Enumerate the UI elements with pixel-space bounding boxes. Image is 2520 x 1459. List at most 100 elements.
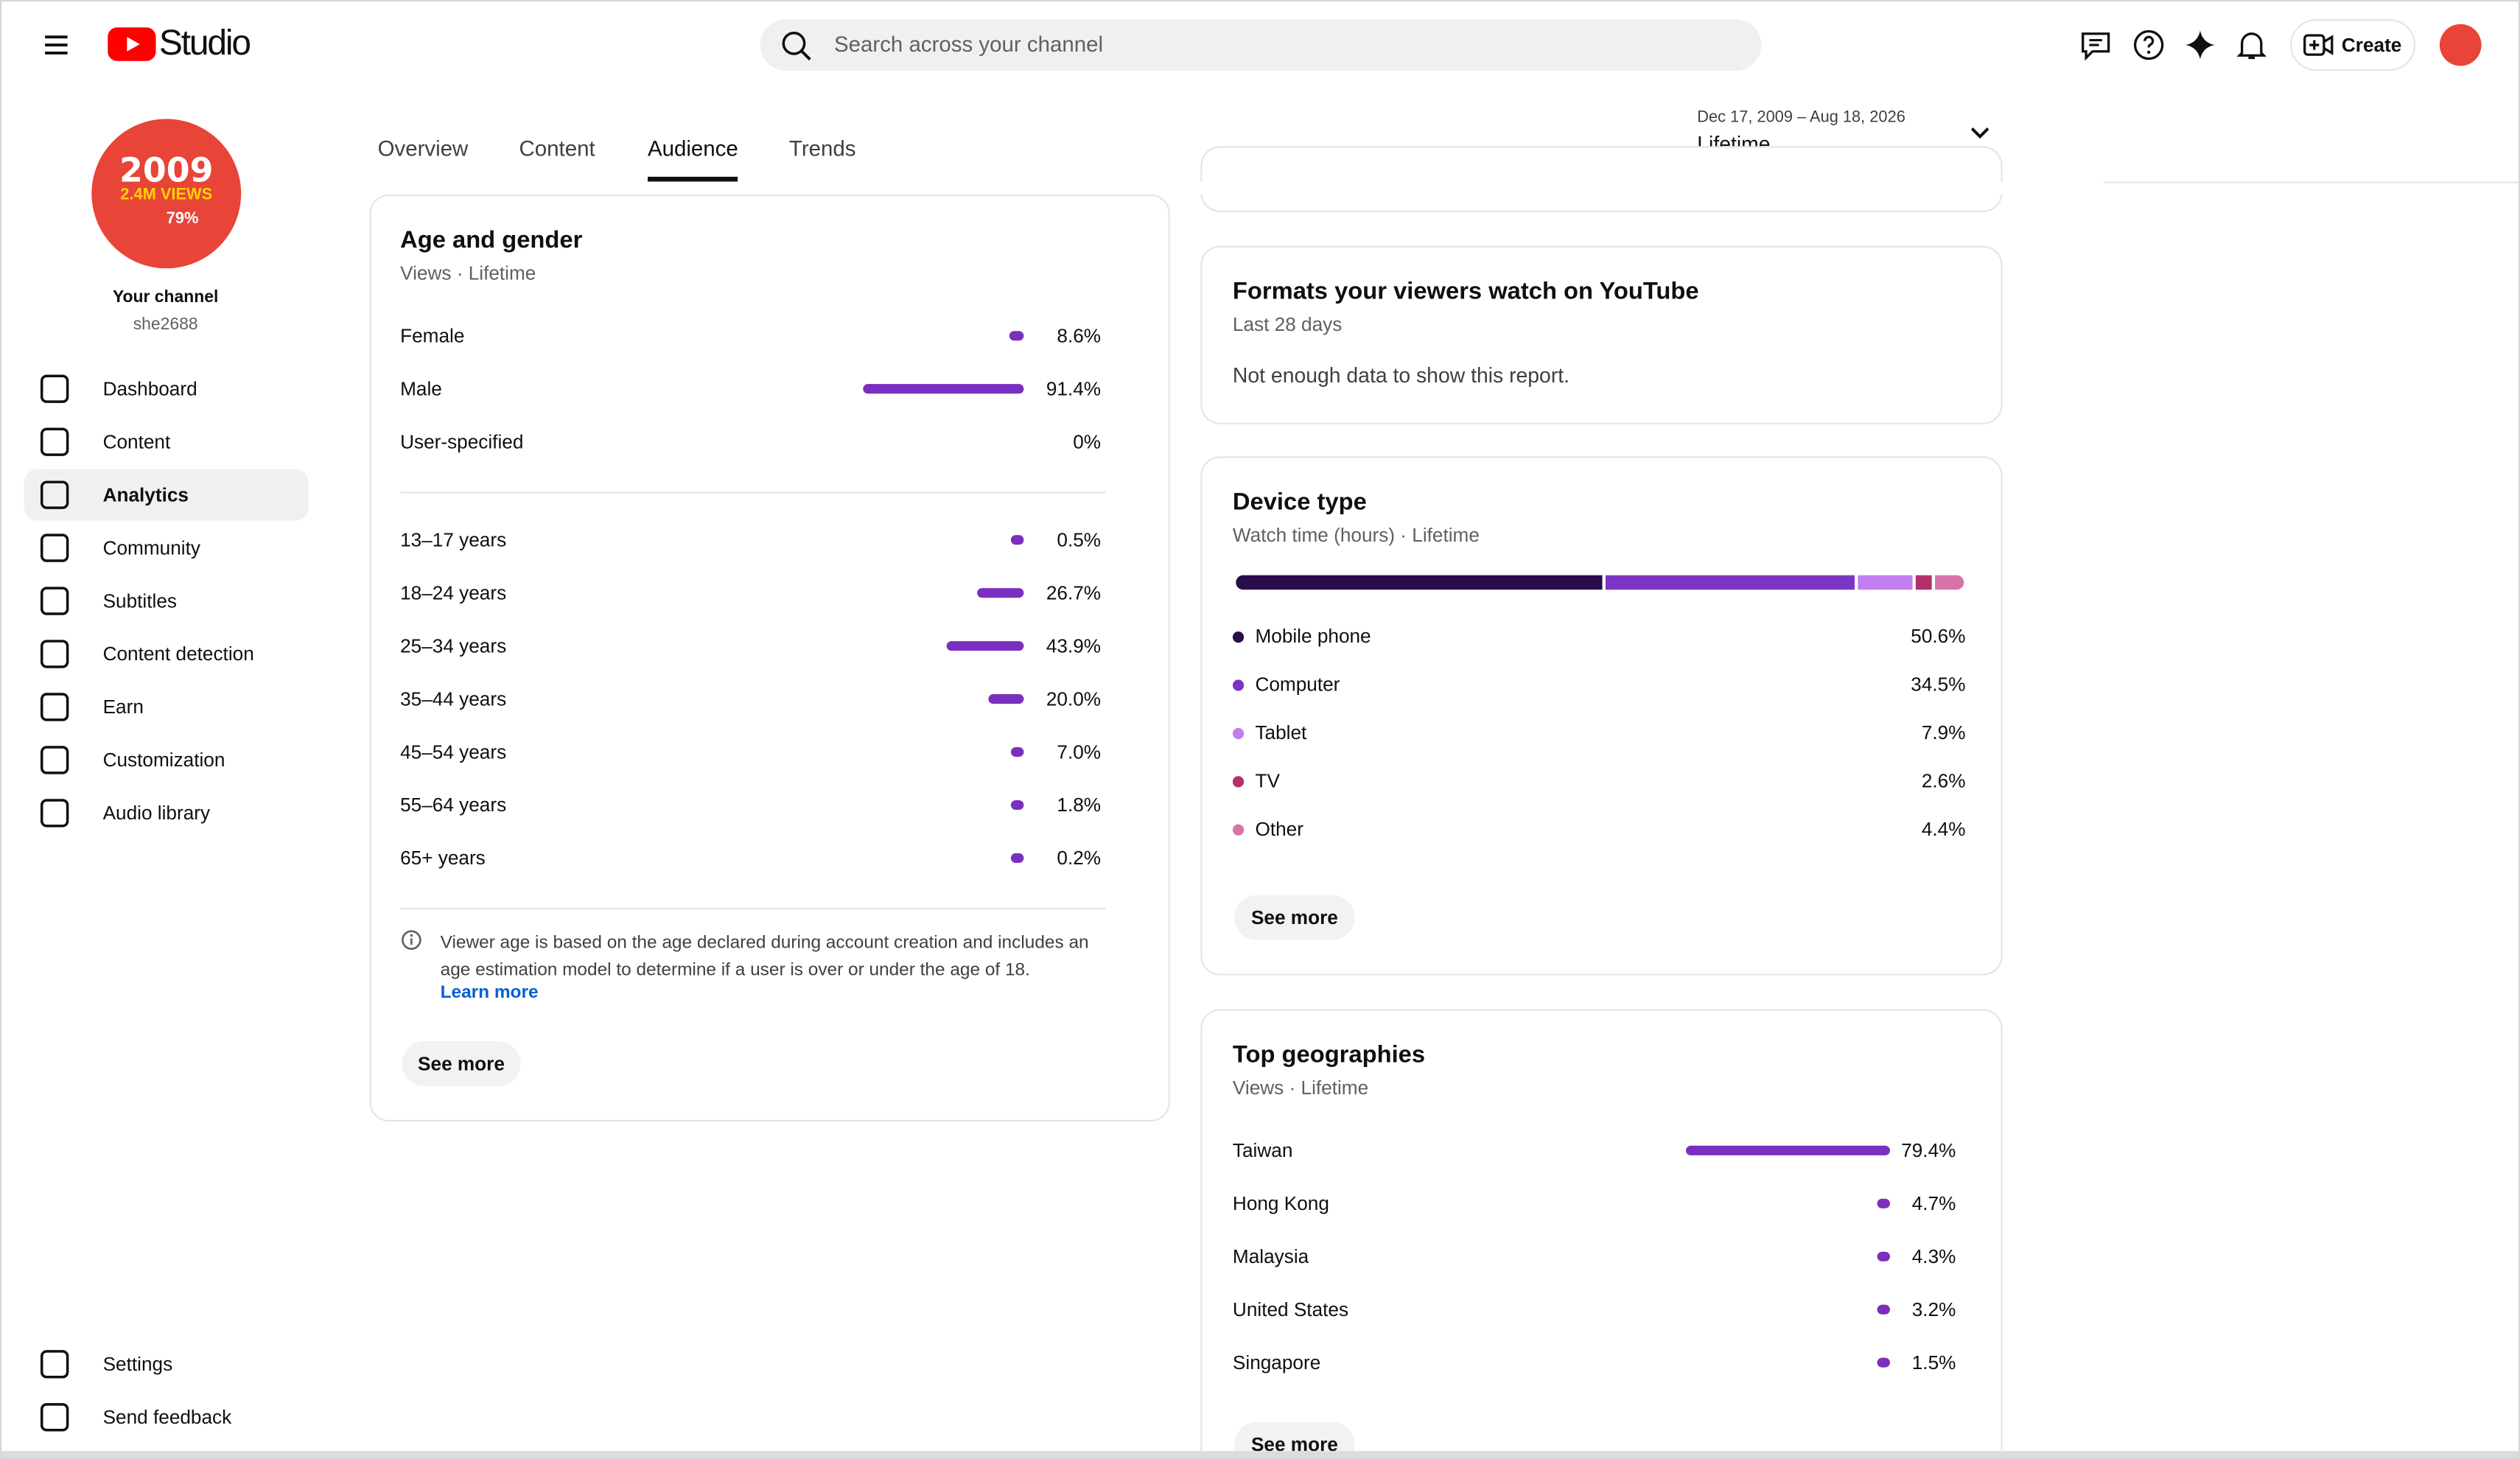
- avatar-share: 79%: [166, 210, 199, 228]
- stack-segment: [1606, 575, 1855, 590]
- nav-label[interactable]: Community: [102, 536, 200, 559]
- see-more-button[interactable]: See more: [402, 1041, 521, 1087]
- row-label: 25–34 years: [400, 634, 507, 657]
- legend-label: TV: [1255, 769, 1280, 793]
- row-value: 0%: [1073, 430, 1102, 453]
- learn-more-link[interactable]: Learn more: [440, 983, 539, 1003]
- nav-label[interactable]: Subtitles: [102, 589, 177, 612]
- ai-icon[interactable]: [2184, 29, 2216, 61]
- row-label: Singapore: [1232, 1351, 1321, 1374]
- nav-label[interactable]: Send feedback: [102, 1406, 232, 1429]
- nav-label[interactable]: Earn: [102, 696, 144, 718]
- date-range[interactable]: Dec 17, 2009 – Aug 18, 2026: [1697, 109, 1905, 127]
- row-value: 1.5%: [1911, 1351, 1956, 1374]
- tab[interactable]: Content: [519, 136, 595, 161]
- row-label: 18–24 years: [400, 581, 507, 604]
- bar: [988, 694, 1024, 704]
- nav-label[interactable]: Analytics: [102, 483, 189, 506]
- row-value: 0.5%: [1057, 528, 1102, 551]
- card-title: Formats your viewers watch on YouTube: [1232, 278, 1699, 306]
- row-label: 65+ years: [400, 847, 486, 870]
- window-edge: [1, 1451, 2519, 1458]
- nav-icon[interactable]: [38, 479, 71, 511]
- account-avatar[interactable]: [2439, 24, 2482, 66]
- formats-card: [1200, 245, 2003, 424]
- tab-underline: [647, 176, 738, 182]
- nav-icon[interactable]: [38, 691, 71, 724]
- channel-handle: she2688: [133, 315, 198, 335]
- nav-label[interactable]: Content detection: [102, 643, 254, 665]
- bar: [1685, 1145, 1890, 1155]
- channel-avatar[interactable]: [91, 119, 242, 269]
- row-value: 91.4%: [1046, 377, 1102, 400]
- legend-value: 2.6%: [1921, 769, 1966, 793]
- row-value: 7.0%: [1057, 741, 1102, 763]
- nav-label[interactable]: Settings: [102, 1353, 173, 1376]
- nav-icon[interactable]: [38, 1348, 71, 1381]
- nav-item[interactable]: [24, 469, 309, 521]
- nav-label[interactable]: Customization: [102, 749, 225, 772]
- stack-segment: [1935, 575, 1964, 590]
- logo-icon[interactable]: [108, 27, 156, 61]
- nav-icon[interactable]: [38, 532, 71, 564]
- bar: [1877, 1357, 1890, 1368]
- nav-label[interactable]: Content: [102, 430, 171, 453]
- row-value: 3.2%: [1911, 1298, 1956, 1321]
- search-icon[interactable]: [781, 30, 813, 63]
- previous-card: [1200, 146, 2003, 212]
- nav-icon[interactable]: [38, 797, 71, 830]
- age-note: Viewer age is based on the age declared …: [440, 933, 1089, 980]
- row-value: 4.7%: [1911, 1192, 1956, 1215]
- bar: [1010, 746, 1024, 758]
- bar: [1010, 535, 1024, 545]
- row-label: 55–64 years: [400, 794, 507, 816]
- nav-icon[interactable]: [38, 426, 71, 458]
- legend-label: Tablet: [1255, 721, 1307, 744]
- row-value: 20.0%: [1046, 687, 1102, 710]
- bar: [864, 384, 1024, 394]
- create-icon[interactable]: [2303, 32, 2336, 58]
- avatar-year: 2009: [119, 150, 214, 190]
- app-name[interactable]: Studio: [158, 22, 251, 63]
- legend-label: Other: [1255, 817, 1303, 841]
- bar: [1010, 800, 1024, 811]
- create-button[interactable]: [2290, 19, 2416, 71]
- search-box[interactable]: [760, 19, 1762, 71]
- help-icon[interactable]: [2132, 29, 2165, 61]
- card-subtitle: Watch time (hours) · Lifetime: [1232, 523, 1480, 547]
- row-value: 26.7%: [1046, 581, 1102, 604]
- stack-segment: [1916, 575, 1932, 590]
- nav-icon[interactable]: [38, 744, 71, 777]
- nav-icon[interactable]: [38, 373, 71, 405]
- stack-segment: [1236, 575, 1603, 590]
- nav-label[interactable]: Audio library: [102, 802, 211, 825]
- nav-icon[interactable]: [38, 1402, 71, 1434]
- bar: [1877, 1304, 1890, 1315]
- legend-dot: [1232, 631, 1245, 643]
- legend-value: 34.5%: [1911, 673, 1966, 696]
- menu-icon[interactable]: [42, 30, 71, 59]
- divider: [400, 908, 1106, 910]
- tab[interactable]: Audience: [647, 136, 738, 161]
- row-value: 0.2%: [1057, 847, 1102, 870]
- nav-icon[interactable]: [38, 638, 71, 671]
- messages-icon[interactable]: [2079, 29, 2112, 61]
- bar: [1877, 1198, 1890, 1208]
- row-label: 35–44 years: [400, 687, 507, 710]
- notifications-icon[interactable]: [2236, 29, 2268, 61]
- search-placeholder[interactable]: Search across your channel: [834, 32, 1103, 57]
- nav-icon[interactable]: [38, 585, 71, 617]
- row-label: 45–54 years: [400, 741, 507, 763]
- card-subtitle: Views · Lifetime: [1232, 1077, 1369, 1099]
- see-more-button[interactable]: See more: [1234, 895, 1355, 940]
- avatar-views: 2.4M VIEWS: [120, 186, 213, 204]
- tab[interactable]: Overview: [377, 136, 469, 161]
- nav-label[interactable]: Dashboard: [102, 377, 197, 400]
- create-label[interactable]: Create: [2341, 33, 2402, 57]
- tab[interactable]: Trends: [788, 136, 856, 161]
- dropdown-icon[interactable]: [1969, 125, 1992, 141]
- card-title: Top geographies: [1232, 1041, 1426, 1069]
- legend-label: Mobile phone: [1255, 625, 1371, 648]
